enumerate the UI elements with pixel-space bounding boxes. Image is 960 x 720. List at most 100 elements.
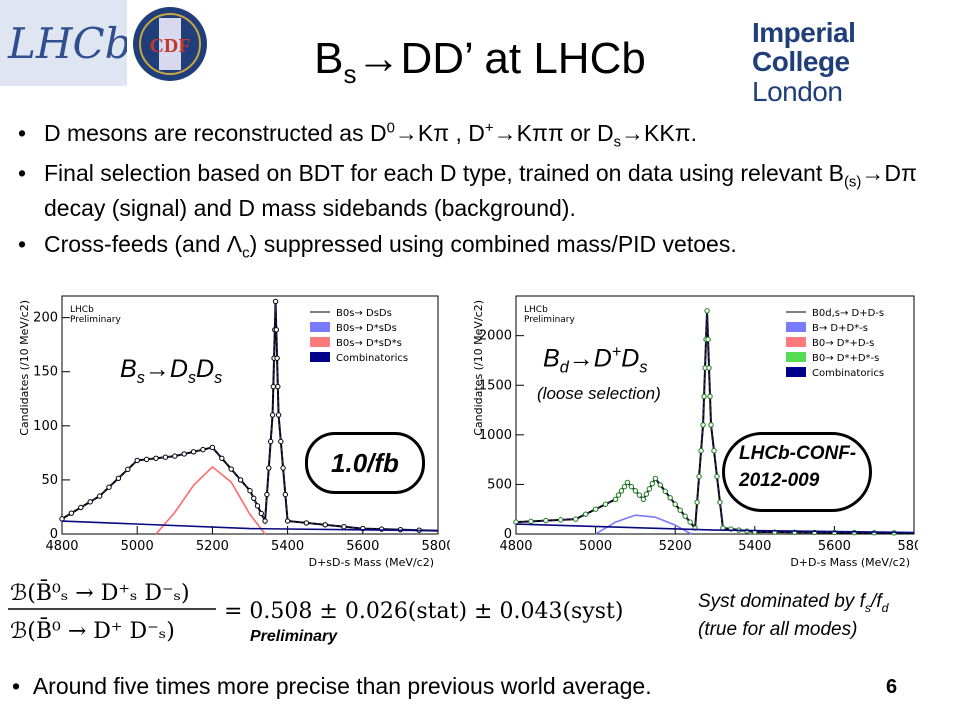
data-point: [322, 522, 328, 528]
preliminary-label: Preliminary: [250, 628, 338, 645]
watermark-lhcb: LHCb: [524, 305, 548, 315]
systematics-note: Syst dominated by fs/fd (true for all mo…: [698, 589, 888, 644]
data-point: [78, 504, 84, 511]
plot-left-label: Bs→DsDs: [120, 355, 223, 387]
data-point: [687, 519, 693, 525]
data-point: [153, 455, 159, 461]
data-point: [258, 510, 264, 517]
legend-swatch: [786, 367, 806, 377]
x-tick-label: 5400: [271, 539, 304, 554]
data-point: [707, 393, 713, 400]
data-point: [700, 422, 706, 428]
data-point: [657, 482, 663, 488]
bullet-item-last: • Around five times more precise than pr…: [12, 673, 652, 699]
series-line: [595, 514, 692, 535]
data-point: [303, 520, 310, 526]
cdf-logo-text: CDF: [149, 35, 190, 57]
plot-frame: [61, 295, 439, 535]
legend-swatch: [786, 322, 806, 332]
data-point: [247, 488, 253, 494]
data-point: [181, 451, 187, 457]
data-point: [209, 444, 216, 451]
data-point: [682, 513, 688, 519]
cdf-logo: CDF: [129, 4, 211, 84]
lhcb-logo: LHCb: [0, 0, 132, 86]
watermark-preliminary: Preliminary: [524, 315, 575, 325]
legend-label: B0s→ DsDs: [336, 308, 392, 319]
bullet-item: Cross-feeds (and Λc) suppressed using co…: [12, 229, 947, 263]
formula-result: = 0.508 ± 0.026(stat) ± 0.043(syst): [224, 599, 623, 624]
slide-title: Bs→DD’ at LHCb: [314, 34, 646, 89]
data-point: [269, 412, 276, 418]
imperial-college-logo: Imperial College London: [752, 18, 957, 106]
legend-swatch: [786, 352, 806, 362]
data-point: [612, 496, 619, 502]
x-tick-label: 5200: [659, 539, 692, 554]
y-tick-label: 2000: [479, 329, 512, 344]
data-point: [237, 477, 244, 483]
data-point: [87, 499, 93, 505]
data-point: [558, 517, 564, 523]
data-point: [284, 518, 291, 524]
lhcb-logo-text: LHCb: [7, 19, 127, 68]
legend-label: B0→ D*+D-s: [812, 338, 874, 349]
slide-number: 6: [886, 676, 898, 698]
legend-swatch: [310, 352, 330, 362]
formula-denominator: ℬ(B̄⁰ → D⁺ D⁻ₛ): [10, 617, 175, 644]
data-point: [667, 495, 673, 501]
bullet-item: D mesons are reconstructed as D0→Kπ , D+…: [12, 118, 947, 152]
data-point: [275, 412, 282, 418]
legend-label: Combinatorics: [336, 353, 408, 364]
data-point: [621, 483, 628, 490]
data-point: [106, 484, 112, 490]
data-point: [68, 510, 75, 516]
data-point: [632, 488, 639, 494]
data-point: [190, 449, 197, 455]
y-tick-label: 500: [487, 477, 512, 492]
bullet-text-last: Around five times more precise than prev…: [32, 673, 652, 699]
luminosity-badge: 1.0/fb: [305, 432, 425, 494]
data-point: [636, 492, 643, 498]
y-axis-label: Candidates (/10 MeV/c2): [472, 300, 485, 436]
data-point: [272, 298, 279, 305]
data-point: [677, 507, 683, 513]
data-point: [543, 517, 549, 524]
x-tick-label: 5200: [196, 539, 229, 554]
watermark-lhcb: LHCb: [70, 305, 94, 315]
data-point: [172, 453, 178, 459]
plot-right-note: (loose selection): [537, 384, 661, 403]
legend-label: Combinatorics: [812, 368, 884, 379]
data-point: [267, 438, 274, 445]
x-axis-label: D+sD-s Mass (MeV/c2): [309, 556, 434, 569]
data-point: [251, 495, 257, 502]
data-point: [624, 479, 631, 486]
data-point: [162, 454, 169, 460]
series-line: [61, 520, 439, 532]
data-point: [266, 465, 272, 471]
data-point: [711, 448, 717, 454]
bullet-text-2: Final selection based on BDT for each D …: [44, 160, 917, 221]
y-tick-label: 0: [50, 527, 58, 542]
data-point: [696, 473, 702, 480]
data-point: [694, 499, 700, 505]
data-point: [628, 483, 635, 490]
data-point: [96, 493, 103, 499]
y-tick-label: 1500: [479, 378, 512, 393]
x-tick-label: 5000: [579, 539, 612, 554]
data-point: [592, 506, 599, 512]
data-point: [228, 466, 234, 472]
y-tick-label: 200: [33, 311, 58, 326]
data-point: [646, 486, 653, 492]
watermark-preliminary: Preliminary: [70, 315, 121, 325]
data-point: [649, 480, 656, 487]
data-point: [672, 501, 678, 507]
data-point: [275, 383, 281, 390]
y-tick-label: 150: [33, 365, 58, 380]
data-point: [278, 438, 284, 445]
data-point: [705, 336, 711, 343]
data-point: [270, 383, 277, 390]
plot-right-label: Bd→D+Ds: [543, 343, 648, 377]
data-point: [282, 491, 289, 498]
data-point: [264, 491, 270, 498]
data-point: [254, 503, 261, 509]
